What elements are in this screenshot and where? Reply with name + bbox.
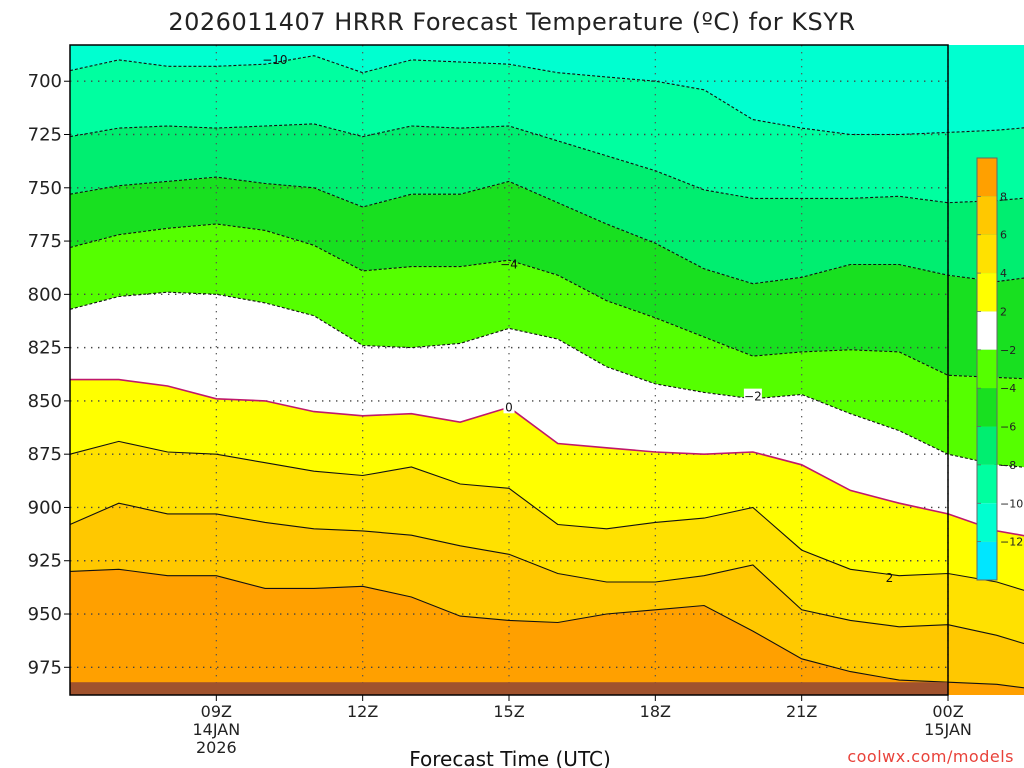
colorbar-segment <box>977 349 997 389</box>
y-tick-label: 925 <box>28 551 62 572</box>
temperature-band <box>70 45 1024 135</box>
axes-layer: 70072575077580082585087590092595097509Z1… <box>28 71 972 757</box>
colorbar-segment <box>977 388 997 427</box>
x-tick-label: 18Z <box>640 702 671 721</box>
temperature-fill-layer <box>70 45 1024 695</box>
colorbar-segment <box>977 196 997 235</box>
colorbar-segment <box>977 426 997 465</box>
y-tick-label: 900 <box>28 497 62 518</box>
temperature-band <box>70 569 1024 695</box>
y-tick-label: 975 <box>28 657 62 678</box>
y-tick-label: 750 <box>28 178 62 199</box>
colorbar-segment <box>977 464 997 504</box>
contour-label-bg <box>743 388 762 403</box>
temperature-band <box>70 292 1024 536</box>
colorbar-tick-label: −12 <box>1000 536 1023 549</box>
contour-line <box>69 223 1024 380</box>
contour-label-bg <box>503 399 515 414</box>
y-tick-label: 775 <box>28 231 62 252</box>
credit-text: coolwx.com/models <box>847 747 1014 766</box>
temperature-band <box>70 503 1024 688</box>
colorbar-tick-label: −4 <box>1000 382 1016 395</box>
x-tick-label: 21Z <box>786 702 817 721</box>
temperature-band <box>70 177 1024 379</box>
colorbar-tick-label: 6 <box>1000 229 1007 242</box>
colorbar-tick-label: −2 <box>1000 344 1016 357</box>
y-tick-label: 875 <box>28 444 62 465</box>
colorbar-segment <box>977 158 997 197</box>
x-tick-label: 14JAN <box>192 720 240 739</box>
y-tick-label: 700 <box>28 71 62 92</box>
colorbar-tick-label: −6 <box>1000 421 1016 434</box>
x-axis-label: Forecast Time (UTC) <box>409 747 611 768</box>
colorbar-segment <box>977 273 997 312</box>
y-tick-label: 800 <box>28 284 62 305</box>
colorbar-segment <box>977 503 997 542</box>
contour-label: 2 <box>886 571 894 585</box>
x-tick-label: 15Z <box>493 702 524 721</box>
contour-label: −4 <box>500 258 518 272</box>
chart-title: 2026011407 HRRR Forecast Temperature (ºC… <box>168 8 855 36</box>
contour-line <box>69 440 1024 591</box>
temperature-band <box>70 224 1024 468</box>
contour-line <box>69 568 1024 689</box>
colorbar-tick-label: −8 <box>1000 459 1016 472</box>
contour-label: −10 <box>262 53 287 67</box>
x-tick-label: 12Z <box>347 702 378 721</box>
colorbar-frame <box>976 157 998 581</box>
temperature-band <box>70 55 1024 203</box>
temperature-band <box>70 441 1024 644</box>
x-tick-label: 15JAN <box>924 720 972 739</box>
contour-label: 0 <box>505 400 513 414</box>
y-tick-label: 725 <box>28 125 62 146</box>
contour-line <box>69 502 1024 645</box>
y-tick-label: 850 <box>28 391 62 412</box>
contour-line <box>70 378 1024 537</box>
contour-line <box>69 291 1024 468</box>
contour-label-layer: −10 −4 0 −2 2 <box>262 53 893 585</box>
colorbar-segment <box>977 541 997 580</box>
ground-band <box>70 682 948 695</box>
colorbar-tick-label: 8 <box>1000 190 1007 203</box>
colorbar-segment <box>977 311 997 350</box>
colorbar-segment <box>977 234 997 274</box>
temperature-band <box>70 379 1024 591</box>
x-tick-label: 00Z <box>932 702 963 721</box>
colorbar: 8 6 4 2 −2 −4 −6 −8 −10 −12 <box>976 157 1023 581</box>
y-tick-label: 825 <box>28 338 62 359</box>
contour-line <box>69 55 1024 136</box>
y-tick-label: 950 <box>28 604 62 625</box>
x-tick-label: 09Z <box>201 702 232 721</box>
colorbar-tick-label: 2 <box>1000 305 1007 318</box>
colorbar-tick-label: −10 <box>1000 497 1023 510</box>
contour-label: −2 <box>744 390 762 404</box>
x-tick-label: 2026 <box>196 738 237 757</box>
contour-line <box>69 123 1024 204</box>
temperature-band <box>70 123 1024 284</box>
ground-band-layer <box>70 682 948 695</box>
contour-line-layer <box>69 55 1024 689</box>
colorbar-tick-label: 4 <box>1000 267 1007 280</box>
contour-line <box>69 176 1024 285</box>
